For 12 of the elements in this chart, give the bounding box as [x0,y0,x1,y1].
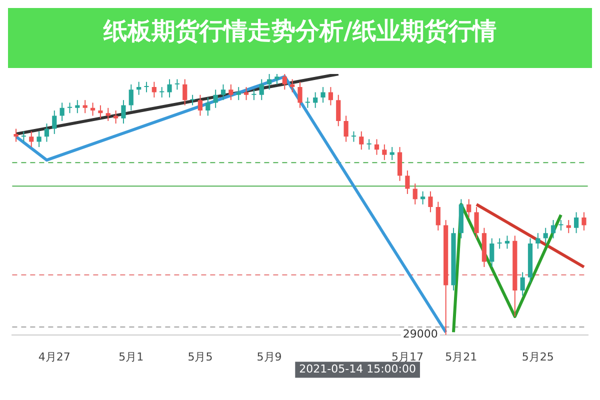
text: 2021-05-14 15:00:00 [299,362,416,376]
x-tick-label: 5月17 [391,350,424,364]
annotation: 29000 [402,328,438,341]
x-tick-label: 5月5 [188,350,213,364]
x-tick-label: 5月21 [445,350,478,364]
candlestick [36,130,42,148]
x-tick-label: 5月9 [256,350,282,364]
chart-title: 纸板期货行情走势分析/纸业期货行情 [8,8,592,68]
candlestick [405,170,410,194]
x-tick-label: 5月25 [522,350,554,364]
x-tick-label: 5月1 [118,350,144,364]
x-tick-label: 4月27 [38,350,70,364]
